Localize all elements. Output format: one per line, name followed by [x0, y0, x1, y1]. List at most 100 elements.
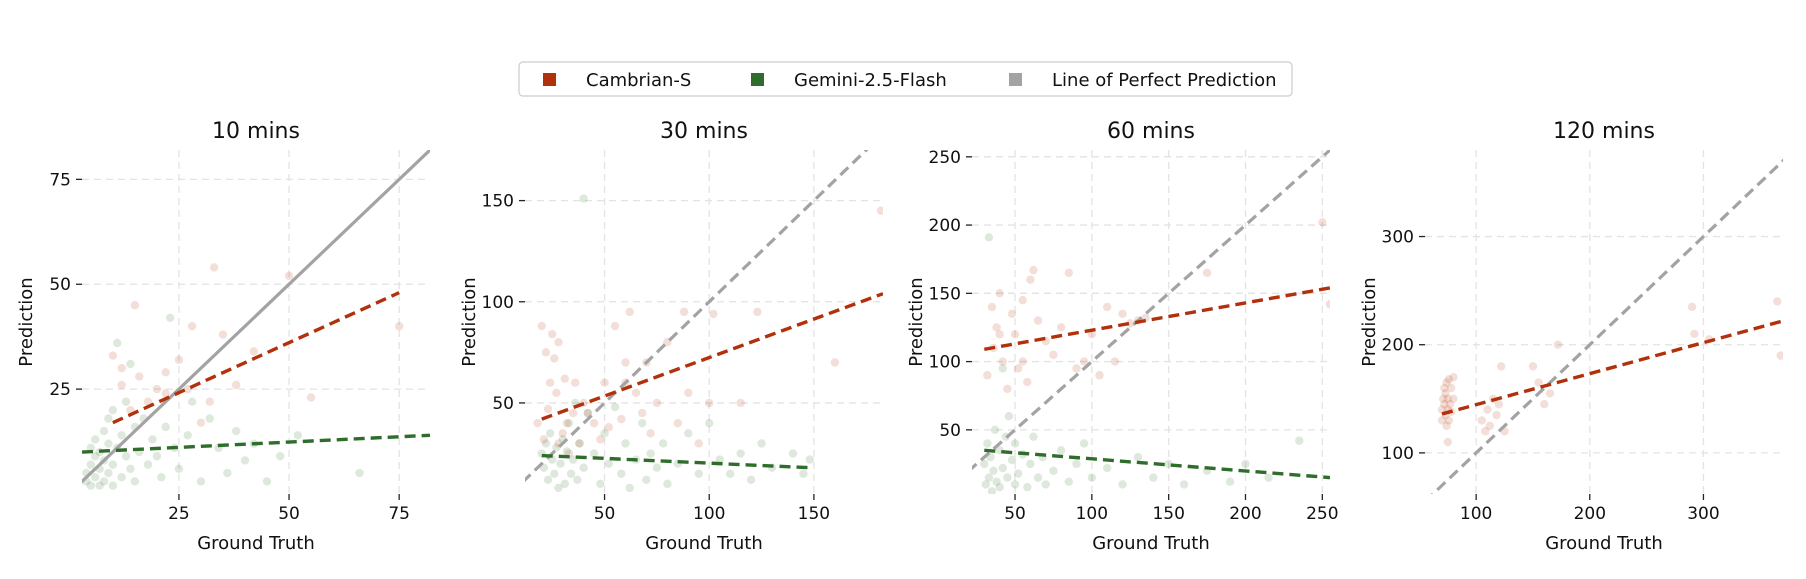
- x-tick-label-50: 50: [278, 504, 300, 524]
- panel-30-mins: 50 100 150 50 100 150 30 mins Ground Truth Predi…: [459, 119, 883, 554]
- data-point: [276, 452, 285, 461]
- series-cambrian-s: [1437, 297, 1783, 447]
- data-point: [545, 429, 555, 438]
- data-point: [983, 439, 992, 448]
- data-point: [104, 439, 113, 448]
- data-point: [1325, 300, 1330, 309]
- y-tick-label-75: 75: [49, 170, 71, 190]
- data-point: [560, 479, 569, 489]
- data-point: [541, 348, 551, 357]
- trend-line-gemini-2-5-flash: [541, 453, 810, 470]
- x-tick-label-150: 150: [1152, 504, 1184, 524]
- data-point: [736, 398, 745, 408]
- data-point: [1049, 466, 1058, 475]
- data-point: [1687, 302, 1697, 312]
- data-point: [575, 439, 584, 448]
- data-point: [550, 354, 559, 363]
- data-point: [550, 469, 559, 478]
- data-point: [589, 449, 599, 458]
- data-point: [104, 468, 113, 478]
- data-point: [394, 321, 404, 331]
- data-point: [562, 447, 572, 456]
- data-point: [1540, 400, 1549, 409]
- data-point: [575, 439, 584, 448]
- data-point: [130, 477, 140, 486]
- data-point: [617, 469, 626, 478]
- data-point: [989, 466, 998, 475]
- data-point: [1056, 323, 1066, 332]
- data-point: [1440, 400, 1449, 409]
- data-point: [1545, 389, 1555, 398]
- data-point: [1295, 436, 1304, 445]
- data-point: [596, 435, 605, 444]
- data-point: [642, 475, 651, 485]
- trend-line-gemini-2-5-flash: [984, 448, 1330, 480]
- data-point: [746, 475, 756, 485]
- data-point: [610, 321, 620, 331]
- data-point: [788, 449, 798, 458]
- panel-title: 120 mins: [1553, 119, 1655, 144]
- legend-frame: [518, 61, 1293, 97]
- y-tick-label-50: 50: [49, 275, 71, 295]
- y-axis-label: Prediction: [459, 277, 480, 366]
- data-point: [980, 459, 989, 469]
- legend-label-cambrian-s: Cambrian-S: [586, 70, 691, 91]
- data-point: [126, 464, 135, 474]
- trend-line-cambrian-s: [1441, 319, 1783, 416]
- data-point: [99, 426, 109, 436]
- data-point: [984, 473, 994, 482]
- legend-label-gemini-2-5-flash: Gemini-2.5-Flash: [794, 70, 947, 91]
- data-point: [1444, 416, 1454, 425]
- data-point: [1029, 265, 1038, 275]
- y-tick-label-100: 100: [1382, 444, 1414, 464]
- data-point: [987, 302, 997, 312]
- data-point: [981, 480, 991, 489]
- data-point: [174, 464, 184, 474]
- data-point: [673, 418, 683, 428]
- data-point: [1442, 378, 1451, 387]
- data-point: [1443, 437, 1452, 447]
- y-axis-label: Prediction: [906, 277, 927, 366]
- data-point: [995, 289, 1004, 298]
- data-point: [1481, 427, 1490, 436]
- y-tick-label-50: 50: [939, 421, 961, 441]
- data-point: [218, 330, 228, 339]
- data-point: [617, 414, 626, 424]
- data-point: [998, 364, 1007, 373]
- data-point: [121, 452, 131, 461]
- y-tick-label-200: 200: [1382, 336, 1414, 356]
- data-point: [1126, 319, 1135, 328]
- x-tick-label-100: 100: [1460, 504, 1492, 524]
- data-point: [293, 431, 303, 440]
- data-point: [1318, 218, 1327, 227]
- data-point: [533, 418, 542, 428]
- perfect-prediction-line: [1430, 158, 1783, 494]
- data-point: [1449, 394, 1458, 404]
- data-point: [1072, 459, 1081, 469]
- y-axis-label: Prediction: [1359, 277, 1380, 366]
- panel-title: 60 mins: [1107, 119, 1195, 144]
- data-point: [262, 477, 272, 486]
- trend-line-gemini-2-5-flash: [82, 433, 430, 454]
- data-point: [621, 358, 630, 367]
- chart-panels: 25 50 75 25 50 75 10 mins Ground Truth Predictio…: [16, 119, 1783, 554]
- data-point: [223, 468, 232, 478]
- data-point: [187, 321, 197, 331]
- data-point: [117, 380, 126, 390]
- data-point: [1003, 473, 1012, 482]
- data-point: [113, 338, 122, 348]
- data-point: [161, 368, 170, 377]
- data-point: [1029, 432, 1038, 441]
- data-point: [610, 402, 620, 412]
- data-point: [1202, 268, 1212, 278]
- data-point: [543, 475, 553, 485]
- data-point: [990, 425, 1000, 435]
- legend: Cambrian-S Gemini-2.5-Flash Line of Perfec…: [518, 61, 1293, 97]
- data-point: [205, 414, 214, 423]
- data-point: [174, 355, 184, 364]
- data-point: [684, 429, 693, 438]
- data-point: [631, 388, 641, 398]
- y-tick-label-300: 300: [1382, 228, 1414, 248]
- data-point: [983, 371, 992, 380]
- data-point: [1776, 351, 1783, 360]
